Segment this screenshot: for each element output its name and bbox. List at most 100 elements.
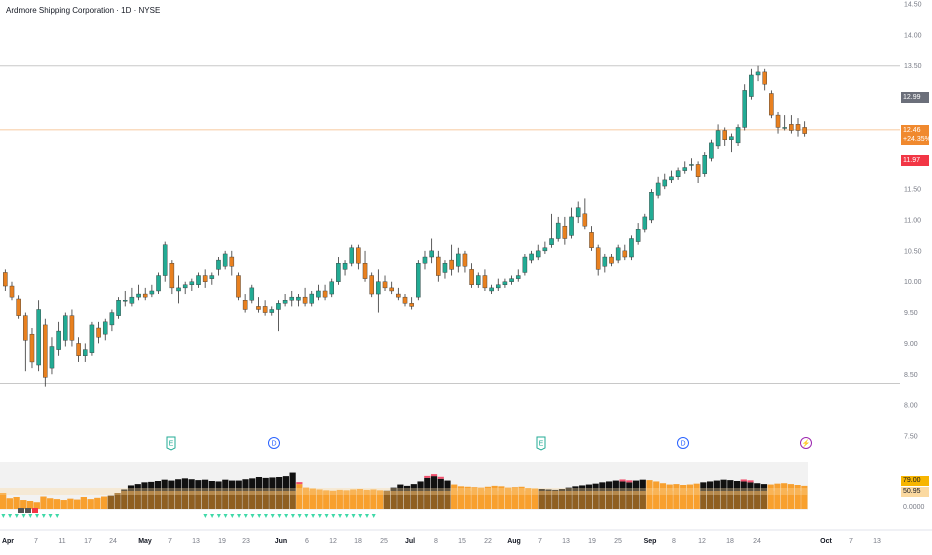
indicator-bar-overlay — [531, 491, 539, 509]
signal-marker — [8, 514, 13, 518]
candle-body-up — [635, 229, 641, 242]
indicator-bar-overlay — [424, 491, 431, 509]
x-tick-label: 24 — [753, 538, 761, 545]
earnings-marker — [166, 436, 176, 451]
indicator-bar-overlay — [700, 491, 707, 509]
indicator-highlight — [747, 480, 754, 483]
x-tick-label: 7 — [849, 538, 853, 545]
indicator-bar-overlay — [20, 500, 27, 509]
indicator-bar-overlay — [525, 491, 532, 509]
candle-body-up — [502, 281, 508, 286]
candle-body-up — [709, 142, 714, 159]
indicator-bar-overlay — [417, 491, 424, 509]
dividend-marker — [268, 437, 280, 449]
indicator-bar-overlay — [686, 491, 693, 509]
signal-marker — [1, 514, 6, 518]
y-tick-label: 10.00 — [904, 279, 922, 286]
x-tick-label: Oct — [820, 538, 832, 545]
x-tick-label: Jun — [275, 538, 287, 545]
candle-body-up — [222, 253, 228, 267]
candle-body-down — [482, 275, 488, 289]
indicator-bar-overlay — [26, 501, 34, 509]
indicator-bar-overlay — [127, 491, 135, 509]
candle-body-up — [149, 290, 155, 295]
candle-body-up — [729, 136, 734, 140]
signal-marker — [351, 514, 356, 518]
signal-marker — [311, 514, 316, 518]
candle-body-up — [689, 164, 694, 166]
candle-body-up — [702, 154, 708, 174]
x-tick-label: 19 — [218, 538, 226, 545]
indicator-band — [0, 488, 808, 495]
y-tick-label: 11.50 — [904, 187, 921, 194]
indicator-bar-overlay — [404, 491, 411, 509]
signal-marker — [216, 514, 221, 518]
indicator-bar-overlay — [632, 491, 640, 509]
indicator-bar-overlay — [552, 491, 559, 509]
candle-body-up — [209, 275, 215, 279]
candle-body-up — [749, 74, 754, 97]
event-marker-label: D — [271, 441, 276, 448]
candle-body-up — [456, 253, 461, 267]
candle-body-down — [142, 293, 148, 298]
candle-body-down — [362, 263, 368, 279]
indicator-bar-overlay — [774, 491, 781, 509]
indicator-bar-overlay — [94, 497, 101, 509]
candle-body-up — [489, 287, 494, 292]
candle-body-up — [309, 293, 315, 304]
indicator-bar-overlay — [740, 491, 747, 509]
indicator-bar-overlay — [181, 491, 188, 509]
signal-marker — [324, 514, 329, 518]
indicator-bar-overlay — [646, 491, 653, 509]
candle-body-up — [63, 315, 68, 341]
candle-body-up — [476, 275, 481, 285]
signal-marker — [297, 514, 302, 518]
indicator-bar-overlay — [383, 491, 390, 509]
indicator-flag — [18, 508, 24, 513]
y-axis: 7.50 8.00 8.50 9.00 9.50 10.00 10.50 11.00 11.50… — [904, 2, 922, 441]
signal-marker — [331, 514, 336, 518]
indicator-highlight — [430, 474, 438, 477]
candle-body-down — [169, 263, 175, 289]
candle-body-up — [282, 300, 288, 304]
candle-body-down — [595, 247, 601, 270]
candle-body-up — [522, 256, 528, 273]
x-tick-label: 11 — [58, 538, 65, 545]
candle-body-up — [156, 275, 161, 292]
candle-body-up — [56, 330, 61, 350]
indicator-bar-overlay — [565, 491, 572, 509]
candle-body-up — [49, 346, 55, 369]
y-tick-label: 9.50 — [904, 310, 918, 317]
indicator-bar-overlay — [397, 491, 404, 509]
signal-marker — [250, 514, 255, 518]
candle-body-up — [642, 216, 648, 230]
candle-body-up — [422, 256, 428, 264]
indicator-highlight — [296, 482, 303, 485]
indicator-bar-overlay — [464, 491, 471, 509]
indicator-bar-overlay — [13, 497, 20, 509]
candle-body-up — [755, 71, 761, 76]
candle-body-down — [229, 256, 235, 267]
indicator-bar-overlay — [161, 491, 168, 509]
indicator-bar-overlay — [680, 491, 687, 509]
candle-body-up — [555, 222, 561, 239]
event-marker-label: E — [169, 441, 174, 448]
indicator-highlight — [626, 480, 633, 483]
signal-marker — [270, 514, 275, 518]
indicator-bar-overlay — [733, 491, 741, 509]
candle-body-up — [129, 296, 135, 304]
indicator-bar-overlay — [134, 491, 141, 509]
candle-body-up — [349, 247, 354, 264]
indicator-bar-overlay — [794, 491, 801, 509]
signal-marker — [48, 514, 53, 518]
indicator-bar-overlay — [451, 491, 458, 509]
candle-body-down — [622, 250, 628, 258]
candle-body-down — [409, 303, 414, 307]
indicator-bar-overlay — [121, 491, 128, 509]
candle-body-up — [269, 309, 275, 313]
indicator-bar-overlay — [255, 491, 263, 509]
candle-body-up — [629, 238, 634, 258]
indicator-bar-overlay — [343, 491, 350, 509]
indicator-bar-overlay — [484, 491, 491, 509]
indicator-bar-overlay — [639, 491, 646, 509]
